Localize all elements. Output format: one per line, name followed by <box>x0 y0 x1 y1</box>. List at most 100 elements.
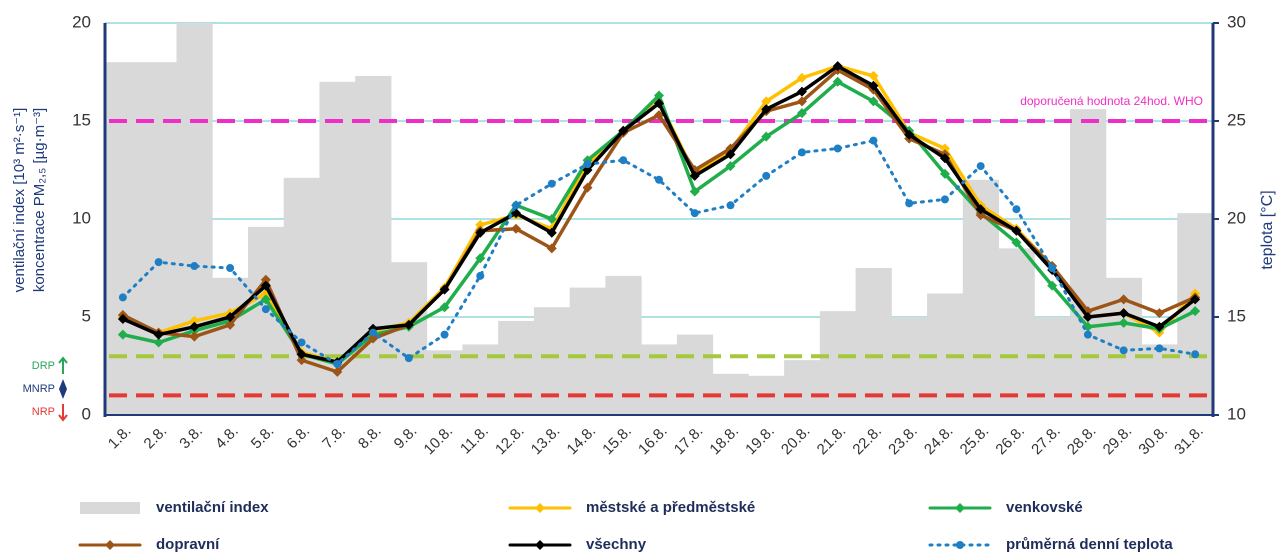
marker <box>1047 280 1058 291</box>
marker <box>1011 225 1022 236</box>
marker <box>475 227 486 238</box>
marker <box>297 338 306 347</box>
x-tick-label: 22.8. <box>849 423 885 459</box>
x-tick-label: 17.8. <box>671 423 707 459</box>
marker <box>1118 317 1129 328</box>
legend-label: městské a předměstské <box>586 499 755 516</box>
x-tick-label: 18.8. <box>706 423 742 459</box>
marker <box>296 349 307 360</box>
marker <box>404 354 413 363</box>
legend-label: ventilační index <box>156 499 269 516</box>
marker <box>797 148 806 157</box>
x-tick-label: 24.8. <box>921 423 957 459</box>
marker <box>1119 346 1128 355</box>
reference-label: doporučená hodnota 24hod. WHO <box>1020 94 1203 108</box>
marker <box>153 337 164 348</box>
marker <box>117 329 128 340</box>
legend-label: průměrná denní teplota <box>1006 536 1173 552</box>
marker <box>369 328 378 337</box>
marker <box>1082 312 1093 322</box>
label-background <box>1017 93 1206 110</box>
marker <box>582 165 593 175</box>
y-tick-label: 20 <box>72 12 91 31</box>
bar <box>390 262 428 415</box>
marker <box>976 162 985 171</box>
marker <box>939 168 950 179</box>
x-tick-label: 5.8. <box>248 423 278 453</box>
marker <box>225 312 236 322</box>
legend-marker <box>956 541 964 549</box>
marker <box>1155 344 1164 353</box>
marker <box>154 258 163 267</box>
marker <box>939 143 950 154</box>
marker <box>761 131 772 142</box>
marker <box>440 330 449 339</box>
marker <box>975 204 986 215</box>
marker <box>189 315 200 326</box>
x-tick-label: 14.8. <box>564 423 600 459</box>
threshold-label: NRP <box>32 406 55 418</box>
bar <box>855 268 892 415</box>
marker <box>868 70 879 81</box>
y2-tick-label: 25 <box>1227 110 1246 129</box>
marker <box>189 331 200 342</box>
x-tick-label: 8.8. <box>355 423 385 453</box>
marker <box>832 76 843 87</box>
x-tick-label: 23.8. <box>885 423 921 459</box>
x-tick-label: 9.8. <box>391 423 421 453</box>
x-tick-label: 20.8. <box>778 423 814 459</box>
x-tick-label: 19.8. <box>742 423 778 459</box>
marker <box>689 186 700 197</box>
marker <box>475 219 486 230</box>
x-tick-label: 27.8. <box>1028 423 1064 459</box>
marker <box>832 61 843 72</box>
legend-label: venkovské <box>1006 499 1083 516</box>
marker <box>546 243 557 254</box>
bar <box>784 360 821 415</box>
bar <box>355 75 392 416</box>
x-tick-label: 11.8. <box>457 423 492 458</box>
marker <box>582 182 593 193</box>
marker <box>439 302 450 313</box>
bar <box>533 307 571 415</box>
y2-tick-label: 20 <box>1227 208 1246 227</box>
marker <box>1154 308 1165 319</box>
marker <box>260 274 271 285</box>
marker <box>868 96 879 107</box>
marker <box>583 160 592 169</box>
marker <box>403 319 414 330</box>
marker <box>868 80 879 91</box>
bar <box>212 277 249 415</box>
marker <box>546 227 557 238</box>
marker <box>226 264 235 272</box>
marker <box>117 313 128 324</box>
arrow-icon <box>58 404 68 422</box>
threshold-label: MNRP <box>23 383 55 395</box>
marker <box>655 175 663 184</box>
legend-marker <box>105 540 115 550</box>
x-tick-label: 1.8. <box>105 423 135 453</box>
marker <box>618 125 629 136</box>
marker <box>654 98 664 109</box>
marker <box>761 96 772 107</box>
legend-marker <box>535 540 545 550</box>
x-tick-label: 15.8. <box>599 423 635 459</box>
y2-axis-title: teplota [°C] <box>1259 190 1276 269</box>
x-tick-label: 4.8. <box>212 423 242 453</box>
marker <box>1190 306 1201 317</box>
marker <box>654 110 664 121</box>
marker <box>939 153 950 164</box>
marker <box>1048 264 1057 272</box>
marker <box>546 214 557 224</box>
legend-swatch <box>80 502 140 514</box>
marker <box>726 201 735 210</box>
y-tick-label: 0 <box>82 404 91 423</box>
y-axis-title: koncentrace PM₂,₅ [µg·m⁻³] <box>31 108 48 292</box>
marker <box>761 104 772 115</box>
x-tick-label: 29.8. <box>1100 423 1136 459</box>
marker <box>1011 237 1022 248</box>
marker <box>796 108 807 119</box>
bar <box>819 311 857 415</box>
x-tick-label: 12.8. <box>492 423 528 459</box>
marker <box>654 90 664 101</box>
